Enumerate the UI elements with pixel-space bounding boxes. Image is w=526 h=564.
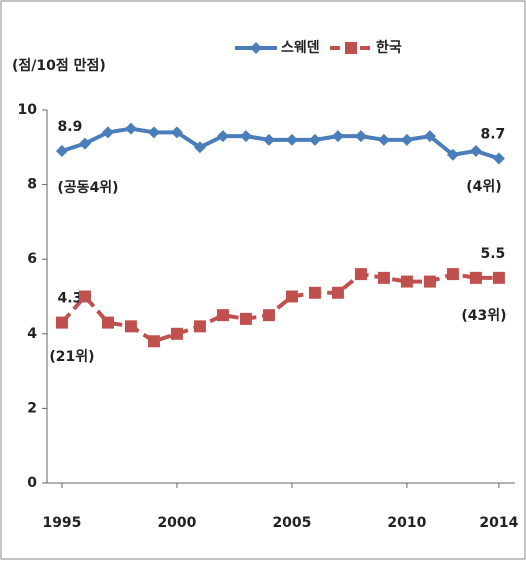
y-tick-label: 2 xyxy=(27,400,37,416)
marker xyxy=(78,137,91,150)
x-tick-label: 2005 xyxy=(272,515,311,531)
y-tick-label: 10 xyxy=(18,102,38,118)
value-label: 8.9 xyxy=(58,119,83,135)
marker xyxy=(377,133,390,146)
value-label: 4.3 xyxy=(58,291,83,307)
y-axis-label: (점/10점 만점) xyxy=(12,57,106,74)
marker xyxy=(354,130,367,143)
marker xyxy=(170,126,183,139)
marker xyxy=(78,290,91,303)
marker xyxy=(285,133,298,146)
value-label: 8.7 xyxy=(480,126,505,142)
legend-marker xyxy=(345,42,357,54)
y-tick-label: 8 xyxy=(27,177,37,193)
marker xyxy=(216,130,229,143)
marker xyxy=(492,152,505,165)
x-tick-label: 2010 xyxy=(387,515,426,531)
marker xyxy=(446,268,459,281)
marker xyxy=(423,130,436,143)
marker xyxy=(170,327,183,340)
marker xyxy=(400,133,413,146)
marker xyxy=(354,268,367,281)
marker xyxy=(262,133,275,146)
legend-marker xyxy=(250,42,262,54)
marker xyxy=(423,275,436,288)
marker xyxy=(331,130,344,143)
marker xyxy=(55,316,68,329)
marker xyxy=(377,271,390,284)
marker xyxy=(469,271,482,284)
annotation: (4위) xyxy=(466,179,501,195)
legend-label: 스웨덴 xyxy=(281,40,320,56)
marker xyxy=(193,141,206,154)
value-label: 5.5 xyxy=(480,246,505,262)
x-tick-label: 2014 xyxy=(479,515,518,531)
x-tick-label: 1995 xyxy=(42,515,81,531)
legend-label: 한국 xyxy=(376,40,402,56)
marker xyxy=(331,286,344,299)
annotation: (21위) xyxy=(49,349,94,365)
marker xyxy=(239,312,252,325)
marker xyxy=(124,122,137,135)
marker xyxy=(193,320,206,333)
marker xyxy=(101,316,114,329)
marker xyxy=(400,275,413,288)
y-tick-label: 0 xyxy=(27,475,37,491)
marker xyxy=(308,133,321,146)
y-tick-label: 6 xyxy=(27,251,37,267)
marker xyxy=(101,126,114,139)
marker xyxy=(446,148,459,161)
marker xyxy=(469,145,482,158)
y-tick-label: 4 xyxy=(27,326,37,342)
marker xyxy=(124,320,137,333)
x-tick-label: 2000 xyxy=(157,515,196,531)
marker xyxy=(216,309,229,322)
annotation: (공동4위) xyxy=(57,180,118,196)
marker xyxy=(239,130,252,143)
marker xyxy=(308,286,321,299)
marker xyxy=(55,145,68,158)
marker xyxy=(492,271,505,284)
marker xyxy=(147,126,160,139)
marker xyxy=(262,309,275,322)
marker xyxy=(285,290,298,303)
annotation: (43위) xyxy=(461,308,506,324)
marker xyxy=(147,335,160,348)
